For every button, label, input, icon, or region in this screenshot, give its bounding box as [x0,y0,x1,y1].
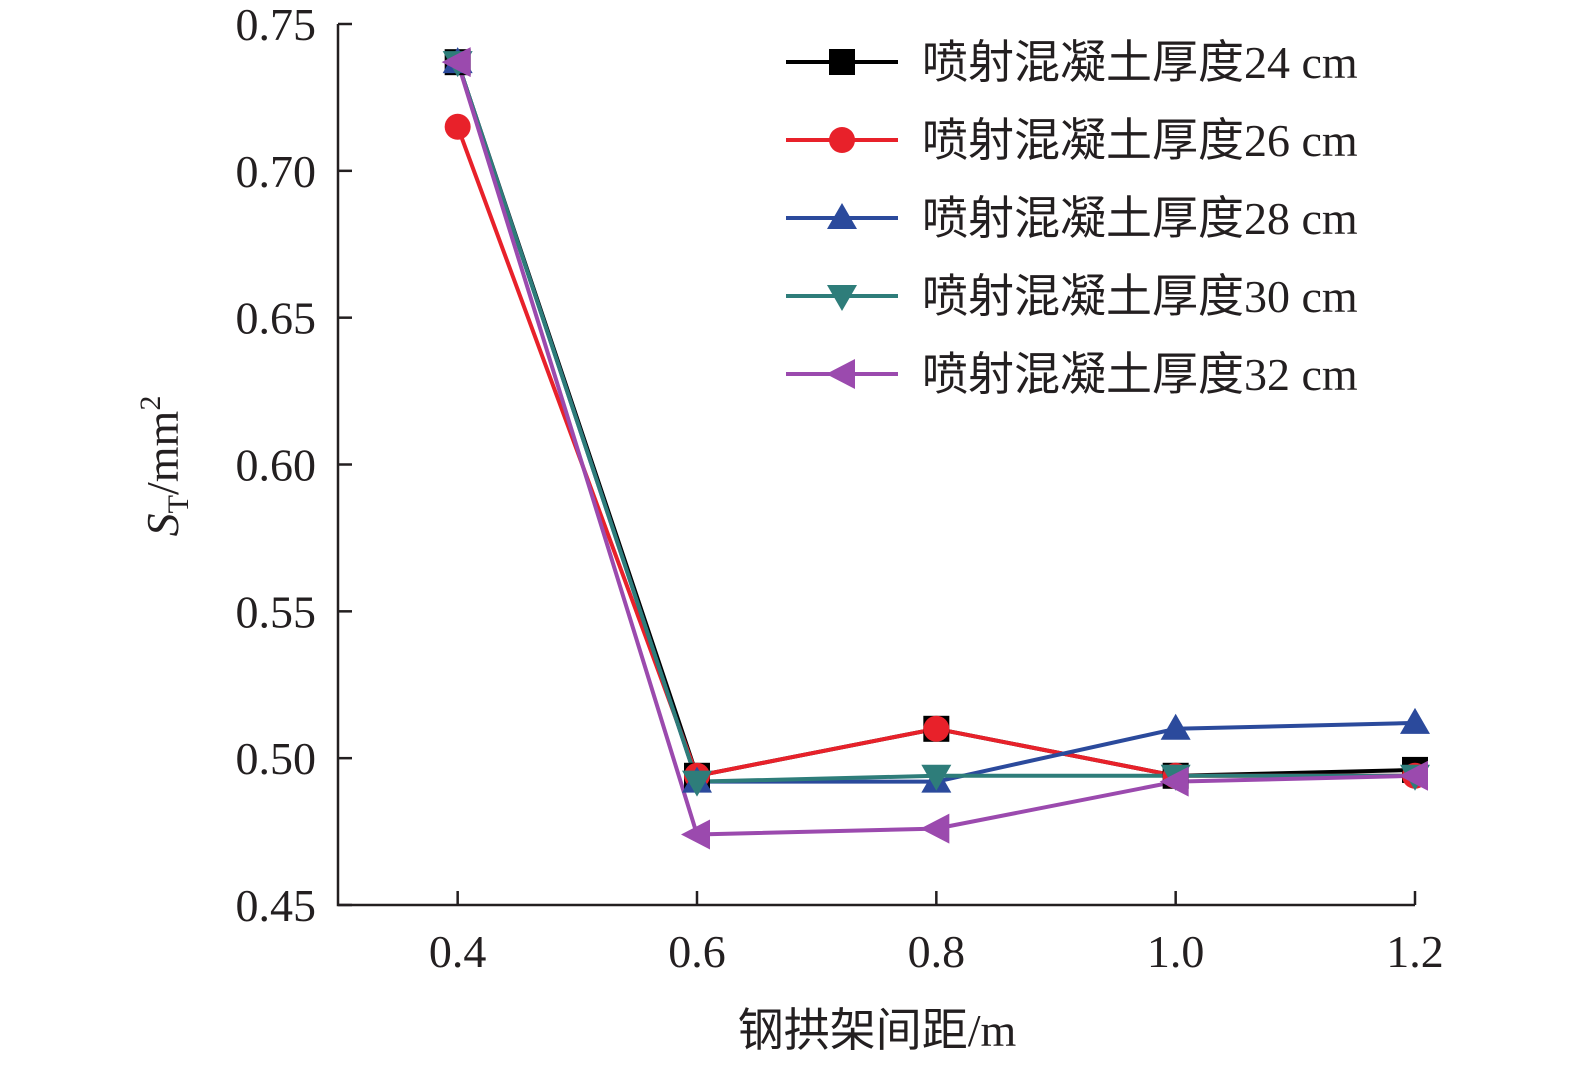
y-axis-label-subscript: T [162,495,195,513]
y-axis-label-superscript: 2 [134,396,167,411]
legend-marker-5 [826,359,855,389]
legend-label-3: 喷射混凝土厚度28 cm [922,193,1358,244]
x-tick-label: 1.0 [1147,926,1205,977]
y-tick-label: 0.75 [236,0,317,50]
series-5-point [920,813,950,844]
series-line-4 [455,61,1415,784]
series-4-point [682,770,712,797]
series-5-point [1159,766,1189,797]
series-4-point [921,764,952,791]
series-3-point [1160,713,1191,740]
legend-marker-3 [827,203,857,229]
series-line-3 [455,61,1416,784]
legend-label-4: 喷射混凝土厚度30 cm [922,271,1358,322]
legend-marker-4 [827,285,857,311]
y-tick-label: 0.70 [236,146,317,197]
legend-marker-1 [829,49,855,75]
series-2-point [444,113,471,140]
legend-marker-2 [829,127,855,153]
x-tick-label: 1.2 [1386,926,1444,977]
series-5-point [1399,760,1428,791]
x-axis-label: 钢拱架间距/m [738,1005,1017,1056]
legend-label-2: 喷射混凝土厚度26 cm [922,115,1358,166]
y-axis-label: ST/mm2 [134,396,195,537]
series-3-point [1400,707,1430,734]
y-tick-label: 0.65 [236,293,317,344]
series-2-point [923,715,950,742]
x-tick-label: 0.6 [668,926,726,977]
legend-label-5: 喷射混凝土厚度32 cm [922,349,1358,400]
y-axis-label-symbol: S [137,513,188,536]
series-line-1 [455,61,1416,778]
series-5-point [441,47,471,78]
y-tick-label: 0.60 [236,440,317,491]
x-tick-label: 0.4 [429,926,487,977]
legend-label-1: 喷射混凝土厚度24 cm [922,37,1358,88]
y-tick-label: 0.45 [236,880,317,931]
series-5-point [681,819,710,850]
y-axis-label-unit: /mm [137,410,188,495]
axes: 0.45 0.50 0.55 0.60 0.65 0.70 0.75 0.4 0.6 0.8 1.0… [236,0,1444,977]
y-tick-label: 0.50 [236,733,317,784]
y-tick-label: 0.55 [236,586,317,637]
legend: 喷射混凝土厚度24 cm 喷射混凝土厚度26 cm 喷射混凝土厚度28 cm 喷射混凝… [786,37,1358,400]
series-markers [441,47,1430,850]
x-tick-label: 0.8 [908,926,966,977]
